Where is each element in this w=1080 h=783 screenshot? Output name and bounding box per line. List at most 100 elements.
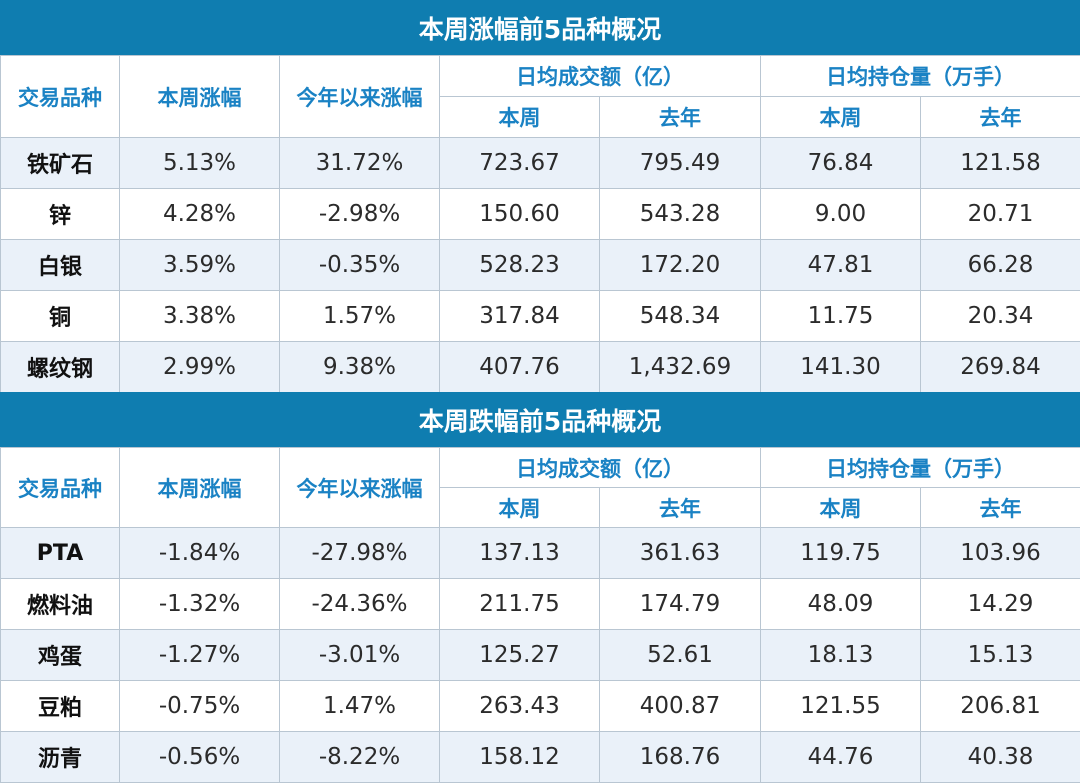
header-turnover: 日均成交额（亿） <box>439 55 761 97</box>
losers-title-bar: 本周跌幅前5品种概况 <box>0 392 1080 447</box>
week-change-cell: 3.38% <box>119 290 280 342</box>
ytd-change-cell: -0.35% <box>279 239 440 291</box>
header-ytd-change: 今年以来涨幅 <box>279 55 440 138</box>
variety-cell: 锌 <box>0 188 120 240</box>
week-change-cell: 3.59% <box>119 239 280 291</box>
variety-cell: 白银 <box>0 239 120 291</box>
ytd-change-cell: -8.22% <box>279 731 440 783</box>
variety-cell: 铜 <box>0 290 120 342</box>
table-row: 豆粕 -0.75% 1.47% 263.43 400.87 121.55 206.81 <box>0 680 1080 732</box>
oi-this-week-cell: 76.84 <box>760 137 921 189</box>
variety-cell: PTA <box>0 527 120 579</box>
header-open-interest: 日均持仓量（万手） <box>760 447 1080 488</box>
turnover-last-year-cell: 795.49 <box>599 137 761 189</box>
table-row: 锌 4.28% -2.98% 150.60 543.28 9.00 20.71 <box>0 188 1080 240</box>
header-variety: 交易品种 <box>0 55 120 138</box>
table-row: 螺纹钢 2.99% 9.38% 407.76 1,432.69 141.30 269.84 <box>0 341 1080 393</box>
gainers-table: 交易品种 本周涨幅 今年以来涨幅 日均成交额（亿） 日均持仓量（万手） 本周 去… <box>0 55 1080 393</box>
subheader-oi-last-year: 去年 <box>920 96 1080 138</box>
variety-cell: 豆粕 <box>0 680 120 732</box>
turnover-this-week-cell: 528.23 <box>439 239 600 291</box>
losers-table-body: PTA -1.84% -27.98% 137.13 361.63 119.75 103.96… <box>0 527 1080 783</box>
turnover-last-year-cell: 174.79 <box>599 578 761 630</box>
ytd-change-cell: -27.98% <box>279 527 440 579</box>
header-week-change: 本周涨幅 <box>119 447 280 528</box>
turnover-last-year-cell: 168.76 <box>599 731 761 783</box>
gainers-table-body: 铁矿石 5.13% 31.72% 723.67 795.49 76.84 121.58 锌 4.… <box>0 137 1080 393</box>
week-change-cell: 4.28% <box>119 188 280 240</box>
turnover-last-year-cell: 52.61 <box>599 629 761 681</box>
losers-header-row: 交易品种 本周涨幅 今年以来涨幅 日均成交额（亿） 日均持仓量（万手） <box>0 447 1080 528</box>
week-change-cell: -0.56% <box>119 731 280 783</box>
turnover-this-week-cell: 125.27 <box>439 629 600 681</box>
losers-table: 交易品种 本周涨幅 今年以来涨幅 日均成交额（亿） 日均持仓量（万手） 本周 去… <box>0 447 1080 783</box>
oi-this-week-cell: 47.81 <box>760 239 921 291</box>
oi-this-week-cell: 11.75 <box>760 290 921 342</box>
gainers-subheader-row: 本周 去年 本周 去年 <box>1 96 1080 138</box>
oi-last-year-cell: 66.28 <box>920 239 1080 291</box>
oi-last-year-cell: 20.71 <box>920 188 1080 240</box>
week-change-cell: -1.27% <box>119 629 280 681</box>
oi-this-week-cell: 121.55 <box>760 680 921 732</box>
oi-last-year-cell: 206.81 <box>920 680 1080 732</box>
oi-this-week-cell: 119.75 <box>760 527 921 579</box>
subheader-oi-last-year: 去年 <box>920 487 1080 528</box>
oi-this-week-cell: 9.00 <box>760 188 921 240</box>
ytd-change-cell: 1.57% <box>279 290 440 342</box>
turnover-this-week-cell: 407.76 <box>439 341 600 393</box>
turnover-this-week-cell: 158.12 <box>439 731 600 783</box>
ytd-change-cell: -2.98% <box>279 188 440 240</box>
oi-last-year-cell: 269.84 <box>920 341 1080 393</box>
header-week-change: 本周涨幅 <box>119 55 280 138</box>
table-row: 鸡蛋 -1.27% -3.01% 125.27 52.61 18.13 15.13 <box>0 629 1080 681</box>
oi-last-year-cell: 40.38 <box>920 731 1080 783</box>
subheader-oi-this-week: 本周 <box>760 96 921 138</box>
turnover-this-week-cell: 211.75 <box>439 578 600 630</box>
oi-last-year-cell: 15.13 <box>920 629 1080 681</box>
table-row: 燃料油 -1.32% -24.36% 211.75 174.79 48.09 14.29 <box>0 578 1080 630</box>
variety-cell: 燃料油 <box>0 578 120 630</box>
gainers-header-row: 交易品种 本周涨幅 今年以来涨幅 日均成交额（亿） 日均持仓量（万手） <box>0 55 1080 138</box>
turnover-last-year-cell: 1,432.69 <box>599 341 761 393</box>
turnover-this-week-cell: 150.60 <box>439 188 600 240</box>
turnover-last-year-cell: 400.87 <box>599 680 761 732</box>
turnover-last-year-cell: 172.20 <box>599 239 761 291</box>
variety-cell: 沥青 <box>0 731 120 783</box>
ytd-change-cell: 9.38% <box>279 341 440 393</box>
subheader-turnover-this-week: 本周 <box>439 96 600 138</box>
turnover-this-week-cell: 317.84 <box>439 290 600 342</box>
ytd-change-cell: -24.36% <box>279 578 440 630</box>
oi-this-week-cell: 44.76 <box>760 731 921 783</box>
oi-this-week-cell: 18.13 <box>760 629 921 681</box>
turnover-this-week-cell: 723.67 <box>439 137 600 189</box>
ytd-change-cell: 31.72% <box>279 137 440 189</box>
turnover-last-year-cell: 543.28 <box>599 188 761 240</box>
table-row: 白银 3.59% -0.35% 528.23 172.20 47.81 66.28 <box>0 239 1080 291</box>
gainers-title: 本周涨幅前5品种概况 <box>418 14 662 44</box>
week-change-cell: 2.99% <box>119 341 280 393</box>
subheader-oi-this-week: 本周 <box>760 487 921 528</box>
week-change-cell: -1.84% <box>119 527 280 579</box>
turnover-this-week-cell: 137.13 <box>439 527 600 579</box>
table-row: 沥青 -0.56% -8.22% 158.12 168.76 44.76 40.38 <box>0 731 1080 783</box>
week-change-cell: -0.75% <box>119 680 280 732</box>
variety-cell: 螺纹钢 <box>0 341 120 393</box>
oi-last-year-cell: 103.96 <box>920 527 1080 579</box>
ytd-change-cell: -3.01% <box>279 629 440 681</box>
oi-last-year-cell: 20.34 <box>920 290 1080 342</box>
turnover-this-week-cell: 263.43 <box>439 680 600 732</box>
oi-last-year-cell: 14.29 <box>920 578 1080 630</box>
gainers-title-bar: 本周涨幅前5品种概况 <box>0 0 1080 55</box>
turnover-last-year-cell: 548.34 <box>599 290 761 342</box>
losers-title: 本周跌幅前5品种概况 <box>418 406 662 436</box>
variety-cell: 鸡蛋 <box>0 629 120 681</box>
table-row: 铁矿石 5.13% 31.72% 723.67 795.49 76.84 121.58 <box>0 137 1080 189</box>
week-change-cell: -1.32% <box>119 578 280 630</box>
oi-this-week-cell: 141.30 <box>760 341 921 393</box>
header-turnover: 日均成交额（亿） <box>439 447 761 488</box>
subheader-turnover-this-week: 本周 <box>439 487 600 528</box>
variety-cell: 铁矿石 <box>0 137 120 189</box>
table-row: 铜 3.38% 1.57% 317.84 548.34 11.75 20.34 <box>0 290 1080 342</box>
table-row: PTA -1.84% -27.98% 137.13 361.63 119.75 103.96 <box>0 527 1080 579</box>
